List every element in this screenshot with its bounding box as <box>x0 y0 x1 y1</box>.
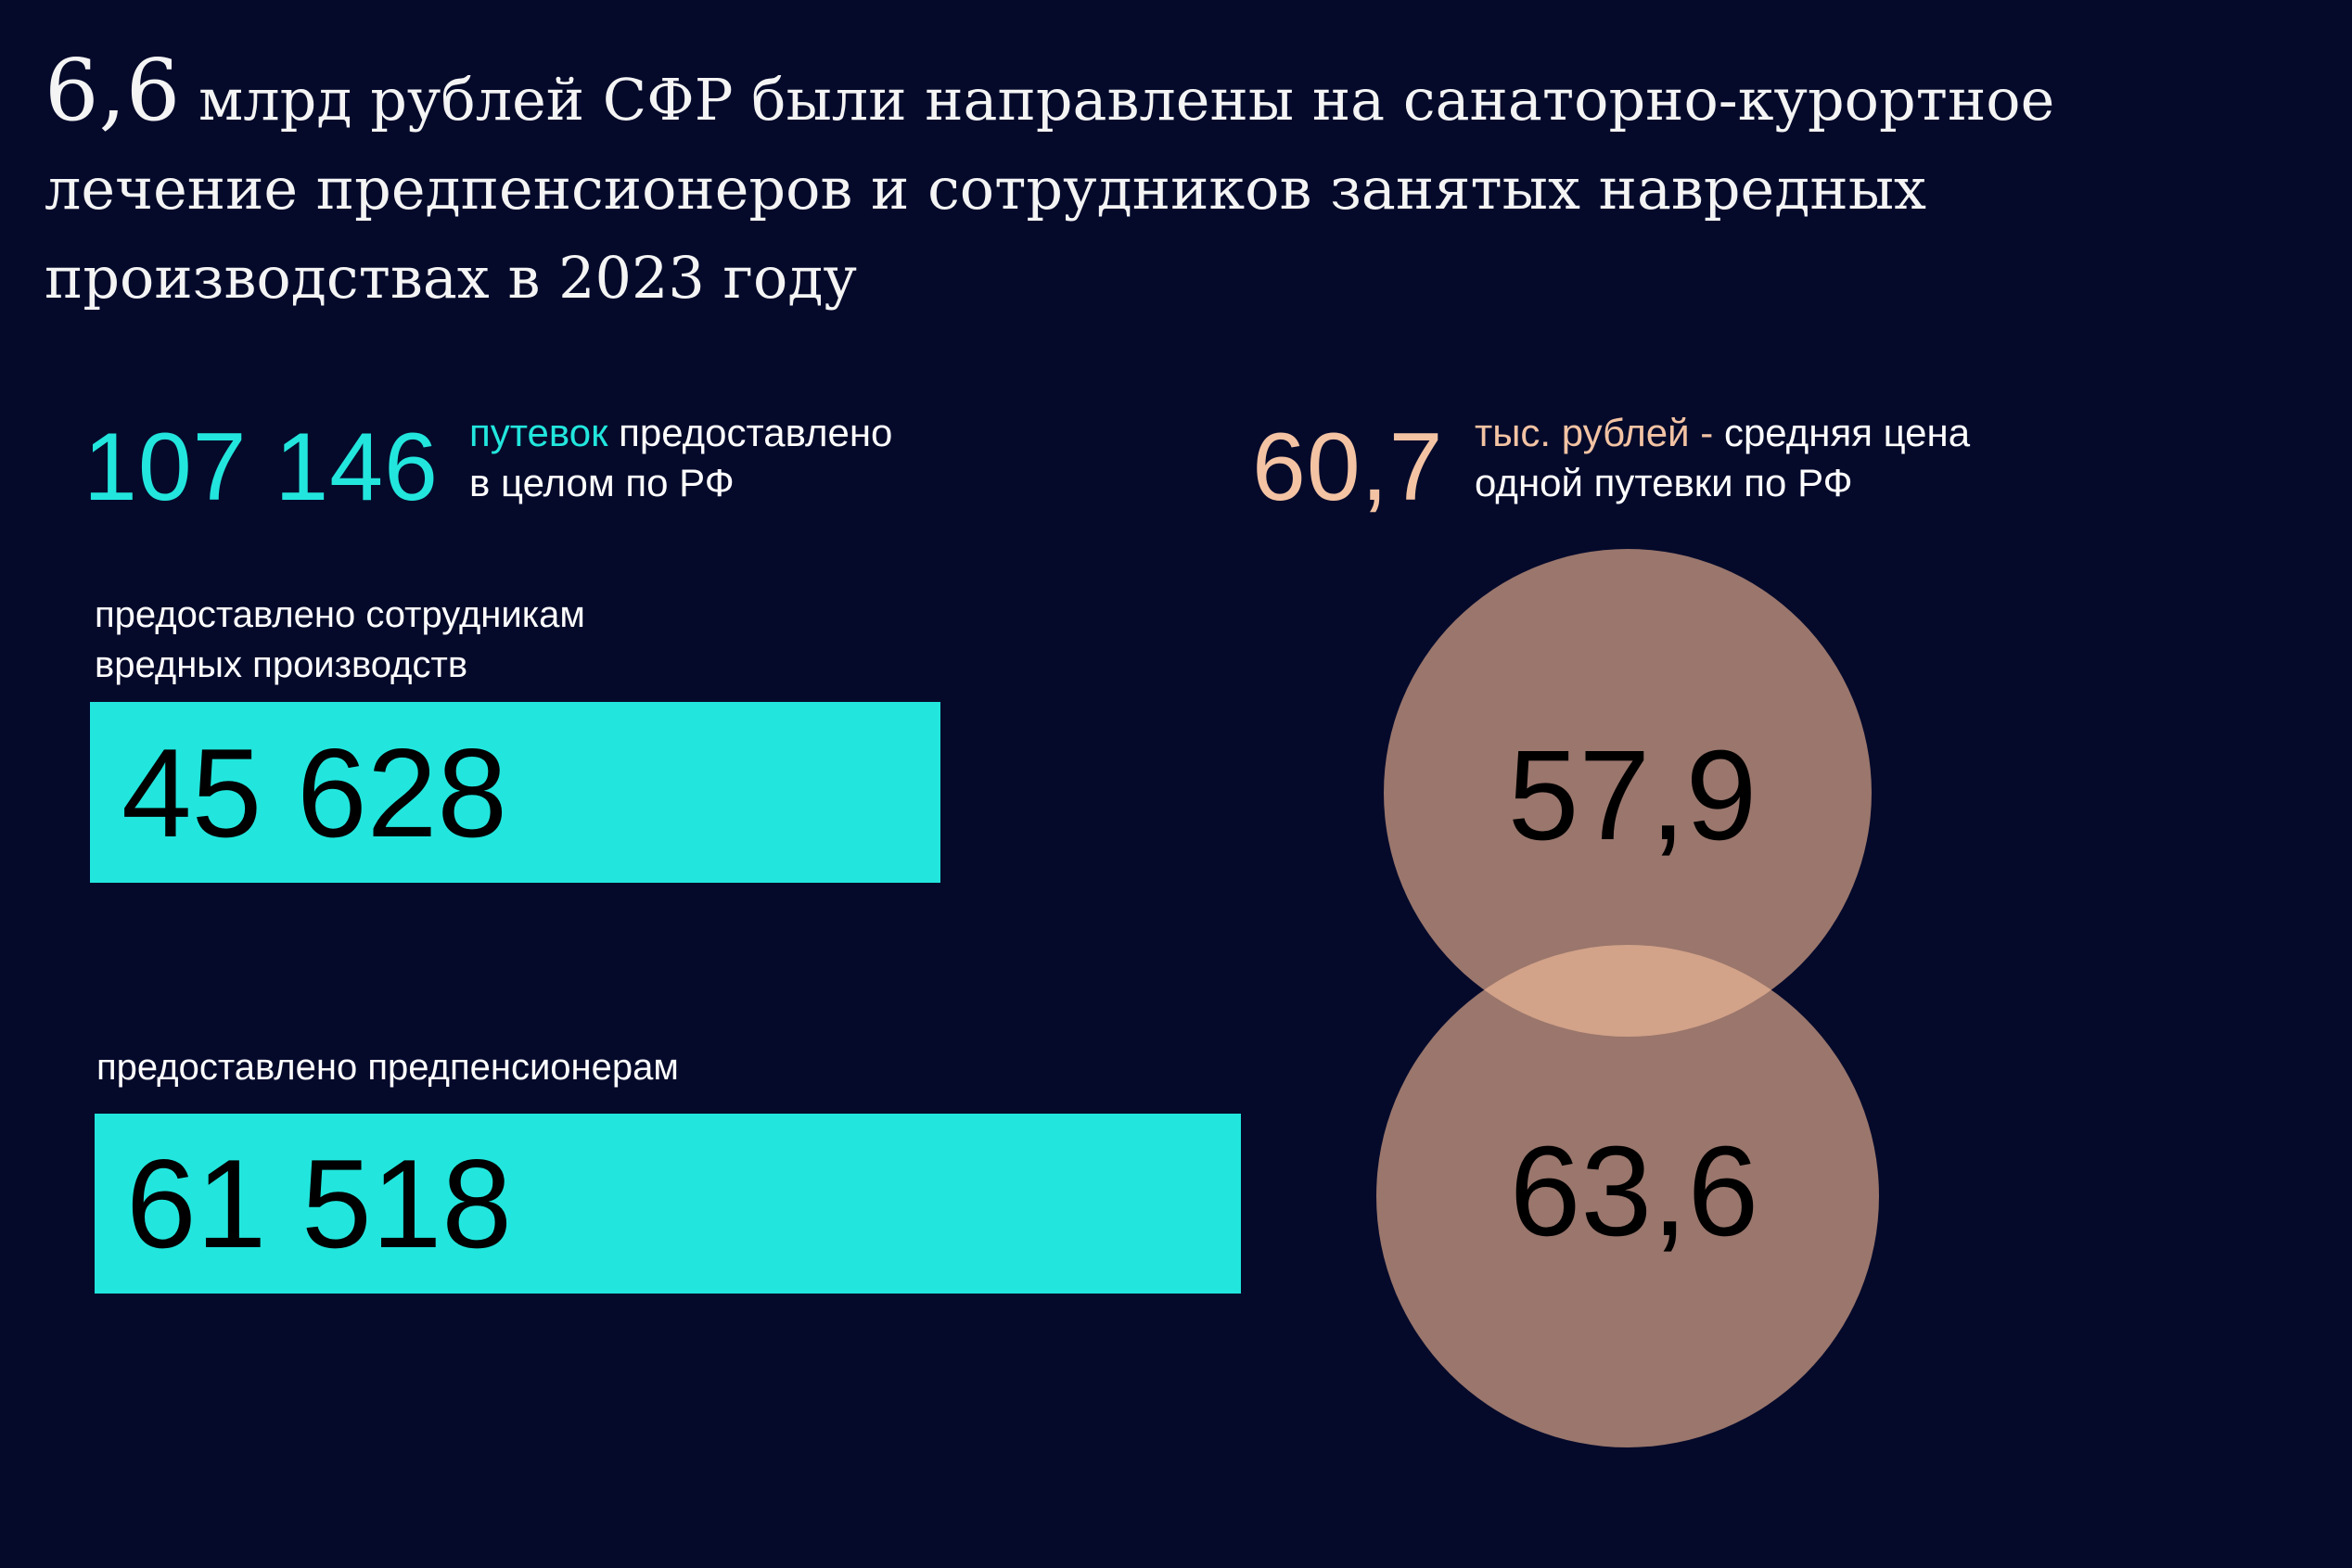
total-vouchers-caption-line2: в целом по РФ <box>469 461 735 504</box>
headline: 6,6 млрд рублей СФР были направлены на с… <box>45 46 2307 323</box>
total-vouchers-caption: путевок предоставлено в целом по РФ <box>469 408 892 508</box>
avg-price-number: 60,7 <box>1252 414 1444 521</box>
bar-prepensioners: 61 518 <box>95 1114 1241 1294</box>
bar-value-label: 61 518 <box>126 1133 512 1274</box>
bubble-value-label: 57,9 <box>1507 724 1758 867</box>
headline-number: 6,6 <box>45 41 181 140</box>
total-vouchers-number: 107 146 <box>83 414 439 521</box>
avg-price-caption-line2: одной путевки по РФ <box>1475 461 1853 504</box>
avg-price-highlight: тыс. рублей - <box>1475 411 1714 454</box>
bar-value-label: 45 628 <box>121 721 507 863</box>
avg-price-caption: тыс. рублей - средняя цена одной путевки… <box>1475 408 1970 508</box>
total-vouchers-highlight: путевок <box>469 411 608 454</box>
bubble-harmful-industries <box>1384 549 1872 1037</box>
bubble-prepensioners <box>1376 945 1879 1447</box>
headline-text: млрд рублей СФР были направлены на санат… <box>45 66 2055 312</box>
bubble-value-label: 63,6 <box>1509 1120 1759 1263</box>
bar-harmful-industries: 45 628 <box>90 702 940 883</box>
bar-category-label-prepensioners: предоставлено предпенсионерам <box>96 1042 679 1092</box>
bar-category-label-line: предоставлено сотрудникам <box>95 594 585 635</box>
total-vouchers-caption-line1: предоставлено <box>607 411 893 454</box>
avg-price-caption-line1: средняя цена <box>1713 411 1971 454</box>
bar-category-label-line: предоставлено предпенсионерам <box>96 1047 679 1088</box>
bar-category-label-line: вредных производств <box>95 644 468 685</box>
bar-category-label-harmful: предоставлено сотрудникам вредных произв… <box>95 590 585 690</box>
